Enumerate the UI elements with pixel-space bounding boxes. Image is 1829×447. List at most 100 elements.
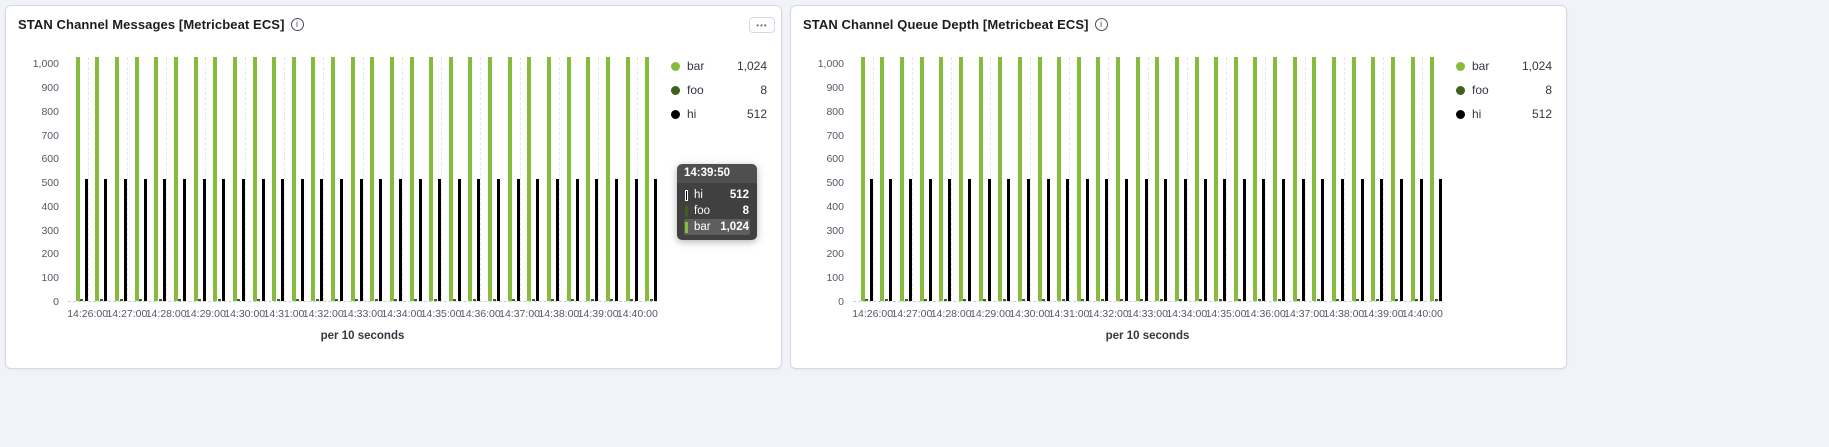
bar-foo[interactable] (315, 299, 319, 301)
bar-hi[interactable] (124, 179, 128, 301)
bar-bar[interactable] (468, 57, 473, 301)
bar-bar[interactable] (331, 57, 336, 301)
bar-bar[interactable] (1174, 57, 1179, 301)
bar-hi[interactable] (261, 179, 265, 301)
bar-foo[interactable] (943, 299, 947, 301)
bar-bar[interactable] (1155, 57, 1160, 301)
bar-foo[interactable] (256, 299, 260, 301)
bar-hi[interactable] (1203, 179, 1207, 301)
bar-hi[interactable] (987, 179, 991, 301)
bar-hi[interactable] (1262, 179, 1266, 301)
bar-bar[interactable] (1410, 57, 1415, 301)
legend-item-bar[interactable]: bar 1,024 (1456, 59, 1552, 73)
bar-bar[interactable] (488, 57, 493, 301)
bar-bar[interactable] (1332, 57, 1337, 301)
bar-foo[interactable] (99, 299, 103, 301)
bar-foo[interactable] (1041, 299, 1045, 301)
bar-foo[interactable] (1257, 299, 1261, 301)
bar-bar[interactable] (448, 57, 453, 301)
bar-hi[interactable] (654, 179, 658, 301)
bar-bar[interactable] (1312, 57, 1317, 301)
bar-hi[interactable] (1125, 179, 1129, 301)
bar-foo[interactable] (629, 299, 633, 301)
bar-hi[interactable] (556, 179, 560, 301)
bar-foo[interactable] (394, 299, 398, 301)
bar-foo[interactable] (1414, 299, 1418, 301)
bar-bar[interactable] (1273, 57, 1278, 301)
bar-bar[interactable] (350, 57, 355, 301)
bar-foo[interactable] (1336, 299, 1340, 301)
bar-hi[interactable] (143, 179, 147, 301)
bar-bar[interactable] (115, 57, 120, 301)
bar-hi[interactable] (398, 179, 402, 301)
bar-hi[interactable] (1360, 179, 1364, 301)
bar-foo[interactable] (649, 299, 653, 301)
bar-bar[interactable] (1430, 57, 1435, 301)
bar-foo[interactable] (983, 299, 987, 301)
bar-foo[interactable] (865, 299, 869, 301)
bar-hi[interactable] (614, 179, 618, 301)
bar-bar[interactable] (1233, 57, 1238, 301)
bar-foo[interactable] (1179, 299, 1183, 301)
bar-hi[interactable] (281, 179, 285, 301)
bar-bar[interactable] (1194, 57, 1199, 301)
bar-hi[interactable] (104, 179, 108, 301)
bar-foo[interactable] (1022, 299, 1026, 301)
legend-item-bar[interactable]: bar 1,024 (671, 59, 767, 73)
bar-foo[interactable] (1199, 299, 1202, 301)
bar-foo[interactable] (551, 299, 555, 301)
info-icon[interactable]: i (1094, 17, 1108, 31)
bar-hi[interactable] (202, 179, 206, 301)
bar-bar[interactable] (409, 57, 414, 301)
bar-hi[interactable] (497, 179, 501, 301)
bar-bar[interactable] (193, 57, 198, 301)
bar-foo[interactable] (531, 299, 535, 301)
bar-bar[interactable] (232, 57, 237, 301)
bar-hi[interactable] (595, 179, 599, 301)
bar-hi[interactable] (300, 179, 304, 301)
bar-foo[interactable] (217, 299, 221, 301)
bar-foo[interactable] (139, 299, 143, 301)
bar-hi[interactable] (967, 179, 971, 301)
bar-bar[interactable] (625, 57, 630, 301)
bar-hi[interactable] (1399, 179, 1403, 301)
bar-bar[interactable] (645, 57, 650, 301)
bar-hi[interactable] (163, 179, 167, 301)
bar-foo[interactable] (492, 299, 496, 301)
bar-hi[interactable] (1066, 179, 1070, 301)
bar-hi[interactable] (1242, 179, 1246, 301)
legend-item-foo[interactable]: foo 8 (671, 83, 767, 97)
bar-hi[interactable] (575, 179, 579, 301)
bar-foo[interactable] (178, 299, 182, 301)
bar-foo[interactable] (1277, 299, 1281, 301)
bar-hi[interactable] (634, 179, 638, 301)
bar-foo[interactable] (1356, 299, 1360, 301)
bar-foo[interactable] (1238, 299, 1242, 301)
bar-hi[interactable] (340, 179, 344, 301)
bar-foo[interactable] (453, 299, 457, 301)
bar-bar[interactable] (566, 57, 571, 301)
bar-hi[interactable] (84, 179, 88, 301)
bar-foo[interactable] (1218, 299, 1222, 301)
bar-bar[interactable] (272, 57, 277, 301)
bar-foo[interactable] (472, 299, 476, 301)
info-icon[interactable]: i (290, 17, 304, 31)
bar-bar[interactable] (134, 57, 139, 301)
bar-hi[interactable] (320, 179, 324, 301)
bar-bar[interactable] (252, 57, 257, 301)
bar-foo[interactable] (1002, 299, 1006, 301)
bar-foo[interactable] (335, 299, 339, 301)
bar-bar[interactable] (95, 57, 100, 301)
bar-foo[interactable] (374, 299, 378, 301)
bar-foo[interactable] (198, 299, 202, 301)
bar-hi[interactable] (516, 179, 520, 301)
bar-hi[interactable] (241, 179, 245, 301)
bar-hi[interactable] (1439, 179, 1443, 301)
bar-bar[interactable] (900, 57, 905, 301)
bar-foo[interactable] (1395, 299, 1399, 301)
bar-bar[interactable] (370, 57, 375, 301)
bar-bar[interactable] (1116, 57, 1121, 301)
bar-hi[interactable] (222, 179, 226, 301)
plot-area[interactable] (68, 57, 658, 302)
bar-foo[interactable] (296, 299, 300, 301)
